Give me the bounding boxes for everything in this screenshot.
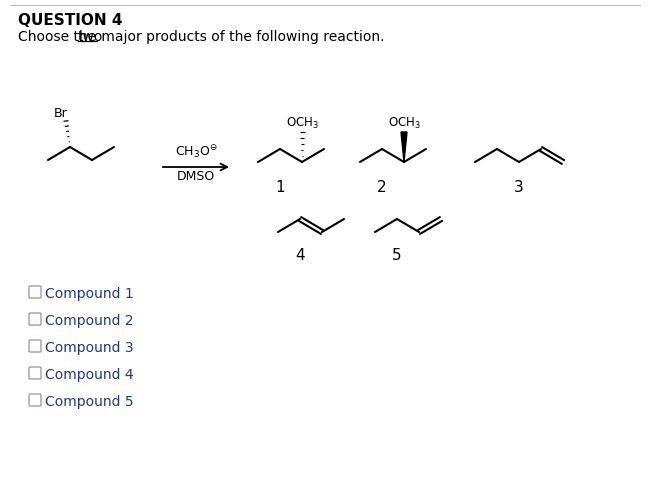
- FancyBboxPatch shape: [29, 340, 41, 352]
- Text: 1: 1: [275, 180, 285, 195]
- Text: 5: 5: [392, 248, 402, 263]
- Text: major products of the following reaction.: major products of the following reaction…: [97, 30, 385, 44]
- Text: Compound 4: Compound 4: [45, 368, 134, 382]
- Text: Compound 2: Compound 2: [45, 314, 134, 328]
- FancyBboxPatch shape: [29, 313, 41, 325]
- Text: Compound 1: Compound 1: [45, 287, 134, 301]
- FancyBboxPatch shape: [29, 367, 41, 379]
- Text: Choose the: Choose the: [18, 30, 101, 44]
- Text: OCH$_3$: OCH$_3$: [387, 116, 421, 131]
- Text: Compound 5: Compound 5: [45, 395, 134, 409]
- Text: DMSO: DMSO: [177, 170, 215, 183]
- Text: two: two: [78, 30, 103, 44]
- Text: 2: 2: [377, 180, 387, 195]
- Polygon shape: [401, 132, 407, 162]
- FancyBboxPatch shape: [29, 286, 41, 298]
- Text: Br: Br: [54, 107, 68, 120]
- Text: 3: 3: [514, 180, 524, 195]
- Text: OCH$_3$: OCH$_3$: [285, 116, 318, 131]
- FancyBboxPatch shape: [29, 394, 41, 406]
- Text: 4: 4: [295, 248, 305, 263]
- Text: Compound 3: Compound 3: [45, 341, 134, 355]
- Text: CH$_3$O$^{\ominus}$: CH$_3$O$^{\ominus}$: [175, 144, 217, 161]
- Text: QUESTION 4: QUESTION 4: [18, 13, 122, 28]
